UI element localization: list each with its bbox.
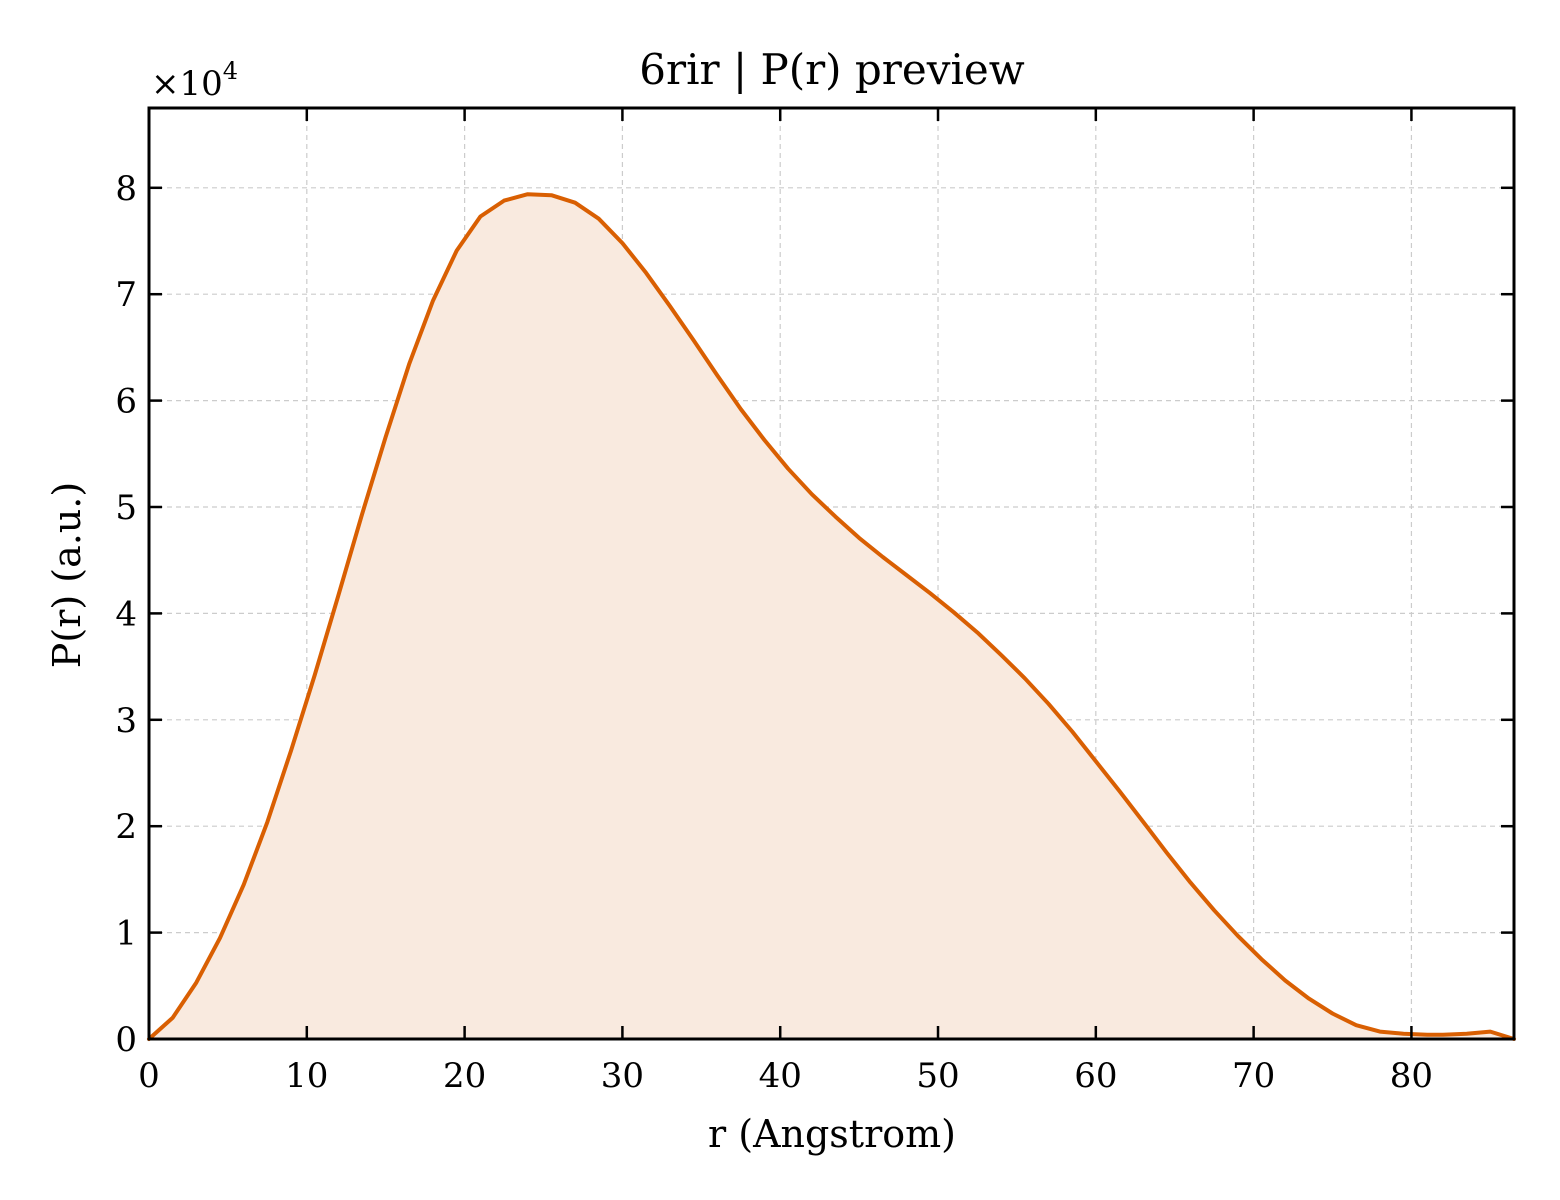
y-tick-label: 2 [115,807,137,847]
y-tick-label: 1 [115,914,137,954]
x-tick-label: 80 [1390,1056,1433,1096]
y-tick-label: 7 [115,275,137,315]
y-multiplier-base: ×10 [151,64,223,104]
y-multiplier: ×104 [151,57,238,104]
area-fill [149,194,1514,1039]
x-tick-label: 10 [285,1056,328,1096]
y-tick-label: 3 [115,701,137,741]
y-axis-label: P(r) (a.u.) [45,482,89,668]
x-tick-label: 30 [601,1056,644,1096]
series-line [147,192,1516,1041]
x-tick-label: 60 [1074,1056,1117,1096]
y-multiplier-exponent: 4 [223,57,238,85]
x-tick-label: 40 [759,1056,802,1096]
y-tick-label: 6 [115,382,137,422]
tick-labels: 0 10 20 30 40 50 60 70 80 0 1 2 3 4 5 6 7 8 [115,169,1433,1096]
x-tick-label: 70 [1232,1056,1275,1096]
plot-frame [147,106,1516,1041]
x-axis-label: r (Angstrom) [708,1112,956,1156]
y-tick-label: 8 [115,169,137,209]
x-tick-label: 0 [138,1056,160,1096]
y-tick-label: 4 [115,594,137,634]
chart-title: 6rir | P(r) preview [639,45,1024,94]
y-tick-label: 5 [115,488,137,528]
x-tick-label: 20 [443,1056,486,1096]
y-tick-label: 0 [115,1020,137,1060]
x-tick-label: 50 [916,1056,959,1096]
